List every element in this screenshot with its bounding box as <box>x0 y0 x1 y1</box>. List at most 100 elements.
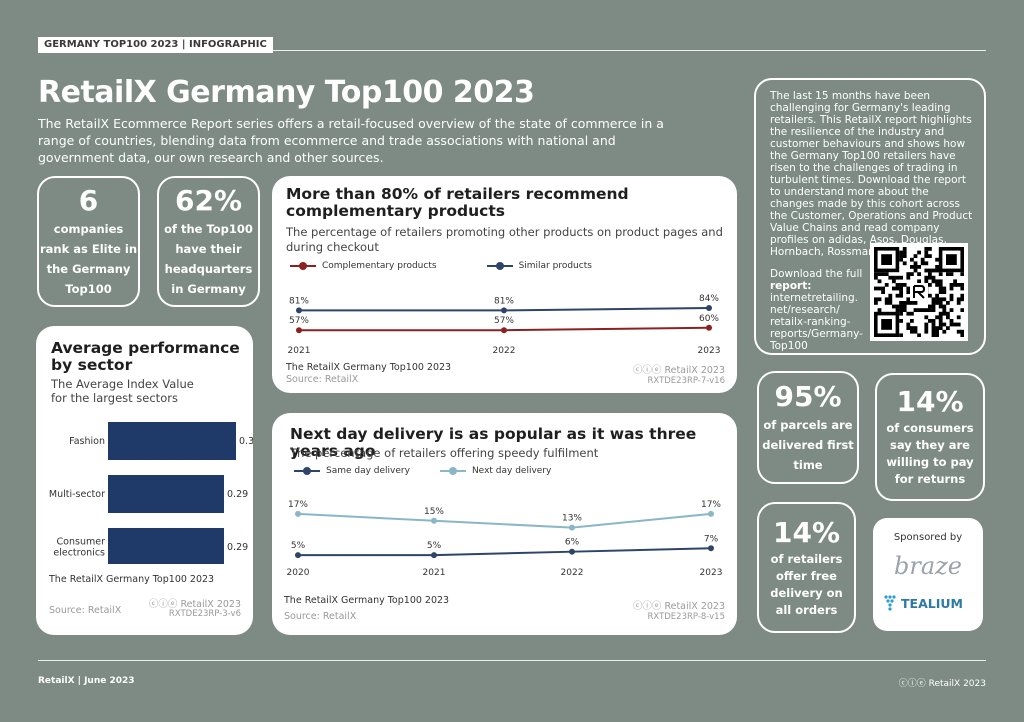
stat-free-delivery-text: of retailers offer free delivery on all … <box>770 551 842 619</box>
series-line <box>297 512 712 529</box>
qr-module <box>924 250 929 255</box>
qr-module <box>895 275 900 280</box>
stat-line: time <box>793 457 823 472</box>
qr-module <box>888 297 893 302</box>
data-point <box>296 327 302 334</box>
qr-module <box>902 301 907 305</box>
delivery-card-subtitle: The percentage of retailers offering spe… <box>290 446 599 460</box>
qr-module <box>895 293 900 298</box>
qr-module <box>910 272 914 276</box>
sector-card: Average performance by sector The Averag… <box>36 326 253 635</box>
report-summary-panel: The last 15 months have been challenging… <box>754 78 986 355</box>
delivery-legend: Same day delivery Next day delivery <box>294 466 551 476</box>
recommend-card-footer-title: The RetailX Germany Top100 2023 <box>286 362 452 373</box>
qr-module <box>938 272 943 276</box>
qr-module <box>924 254 929 258</box>
data-point <box>706 304 712 311</box>
qr-module <box>874 297 878 302</box>
stat-line: all orders <box>775 602 838 617</box>
tealium-text: TEALIUM <box>901 595 963 611</box>
braze-logo[interactable]: braze <box>894 552 962 580</box>
qr-module <box>892 279 896 284</box>
qr-module <box>928 254 932 258</box>
legend-swatch-light <box>439 466 466 476</box>
qr-module <box>874 301 878 305</box>
sector-bar <box>108 422 236 460</box>
qr-module <box>946 301 950 305</box>
stat-line: delivered first <box>762 437 854 452</box>
qr-module <box>924 268 929 273</box>
intro-text: The RetailX Ecommerce Report series offe… <box>38 116 664 165</box>
qr-module <box>938 297 943 302</box>
download-url-line[interactable]: retailx-ranking- <box>770 316 851 328</box>
data-label: 81% <box>494 296 514 306</box>
stat-line: companies <box>53 221 124 236</box>
qr-module <box>956 283 961 287</box>
qr-module <box>895 308 900 312</box>
legend-label: Complementary products <box>322 261 437 271</box>
data-label: 13% <box>562 514 582 524</box>
qr-module <box>877 286 882 291</box>
qr-module <box>949 319 954 323</box>
qr-module <box>877 279 882 284</box>
stat-hq-value: 62% <box>174 183 243 217</box>
qr-module <box>942 329 947 334</box>
tealium-logo[interactable]: TEALIUM <box>883 595 977 611</box>
data-label: 57% <box>494 316 514 326</box>
data-point <box>295 552 301 559</box>
data-label: 6% <box>565 538 580 548</box>
qr-module <box>931 333 936 338</box>
stat-elite-value: 6 <box>78 183 99 217</box>
qr-module <box>928 293 932 298</box>
qr-code-icon[interactable] <box>870 243 968 341</box>
stat-hq-text: of the Top100 have their headquarters in… <box>164 219 253 299</box>
qr-module <box>938 279 943 284</box>
x-tick-label: 2021 <box>423 568 446 577</box>
sector-value-label: 0.32 <box>239 436 253 447</box>
qr-module <box>935 297 939 302</box>
qr-module <box>924 326 929 330</box>
sector-card-subtitle: The Average Index Value for the largest … <box>51 377 194 405</box>
qr-module <box>938 319 943 323</box>
data-label: 15% <box>424 507 444 517</box>
download-url-line[interactable]: internetretailing. <box>770 292 859 304</box>
data-point <box>296 307 302 314</box>
legend-item: Similar products <box>486 261 592 271</box>
download-url-line[interactable]: reports/Germany- <box>770 328 863 340</box>
qr-module <box>906 311 911 316</box>
qr-module <box>942 311 947 316</box>
qr-module <box>938 315 943 320</box>
qr-module <box>935 315 939 320</box>
sector-category-label: electronics <box>53 548 105 559</box>
qr-module <box>935 326 939 330</box>
qr-module <box>953 279 957 284</box>
qr-module <box>895 286 900 291</box>
qr-module <box>928 272 932 276</box>
stat-parcels-text: of parcels are delivered first time <box>762 415 853 475</box>
qr-module <box>935 283 939 287</box>
qr-module <box>899 304 903 309</box>
download-url-line[interactable]: net/research/ <box>770 304 840 316</box>
x-tick-label: 2021 <box>288 346 311 356</box>
qr-module <box>935 333 939 338</box>
qr-module <box>938 290 943 294</box>
qr-module <box>938 322 943 327</box>
sector-card-title: Average performance by sector <box>51 339 240 374</box>
legend-swatch-dark <box>294 466 320 476</box>
download-url-line[interactable]: Top100 <box>770 340 808 352</box>
stat-line: willing to pay <box>886 455 974 469</box>
stat-line: delivery on <box>770 585 843 600</box>
data-label: 7% <box>704 534 719 544</box>
qr-module <box>906 286 911 291</box>
delivery-card-footer-title: The RetailX Germany Top100 2023 <box>284 595 450 606</box>
data-label: 17% <box>288 500 308 510</box>
qr-pattern <box>874 247 965 338</box>
qr-module <box>931 279 936 284</box>
stat-parcels-value: 95% <box>774 379 842 413</box>
qr-module <box>899 308 903 312</box>
qr-module <box>938 326 943 330</box>
stat-elite: 6 companies rank as Elite in the Germany… <box>37 176 140 307</box>
page-title: RetailX Germany Top100 2023 <box>38 75 535 110</box>
qr-module <box>892 286 896 291</box>
stat-line: say they are <box>890 438 970 452</box>
